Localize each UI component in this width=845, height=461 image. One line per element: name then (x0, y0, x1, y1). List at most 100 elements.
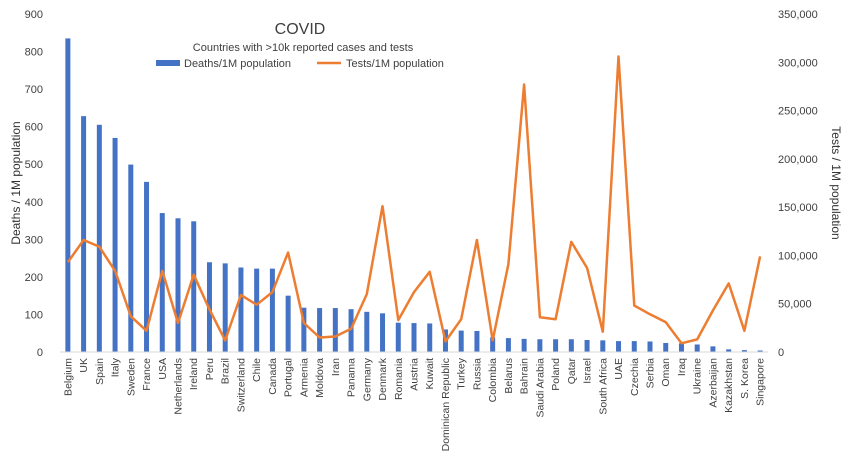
bar (726, 349, 732, 352)
x-category-label: Iraq (676, 358, 688, 376)
legend-label-tests: Tests/1M population (346, 58, 444, 70)
x-category-label: Iran (330, 358, 342, 376)
y-left-tick-label: 400 (25, 197, 43, 209)
bar (458, 330, 464, 352)
x-category-label: Serbia (645, 358, 657, 389)
x-category-label: Panama (346, 358, 358, 397)
x-category-label: Oman (660, 358, 672, 387)
line-points (67, 56, 761, 344)
x-category-label: Sweden (125, 358, 137, 396)
x-category-label: Belgium (62, 358, 74, 396)
x-category-label: Brazil (220, 358, 232, 384)
x-category-label: Saudi Arabia (534, 358, 546, 418)
y-axis-right: 0 50,000 100,000 150,000 200,000 250,000 300,0… (778, 9, 818, 359)
bar (285, 295, 291, 352)
bar-series (65, 38, 763, 353)
x-category-label: Portugal (283, 358, 295, 397)
y-right-tick-label: 150,000 (778, 202, 818, 214)
x-category-label: Russia (471, 358, 483, 390)
bar (144, 181, 150, 352)
y-left-tick-label: 200 (25, 272, 43, 284)
bar (348, 309, 354, 352)
bar (553, 339, 559, 352)
x-category-label: Turkey (456, 357, 468, 389)
y-axis-right-title: Tests / 1M population (829, 126, 843, 239)
x-category-label: Singapore (755, 358, 767, 406)
bar (301, 307, 307, 352)
y-left-tick-label: 600 (25, 122, 43, 134)
x-category-label: South Africa (597, 358, 609, 415)
x-category-label: Denmark (377, 357, 389, 400)
x-category-label: Spain (94, 358, 106, 385)
x-category-label: Colombia (487, 358, 499, 403)
bar (222, 263, 228, 352)
x-category-label: Poland (550, 358, 562, 391)
bar (710, 346, 716, 352)
x-category-label: Germany (361, 357, 373, 401)
x-category-label: Romania (393, 358, 405, 400)
y-right-tick-label: 0 (778, 347, 784, 359)
y-left-tick-label: 100 (25, 309, 43, 321)
x-category-label: UK (78, 358, 90, 373)
bar (317, 308, 323, 352)
bar (128, 164, 134, 352)
bar (380, 313, 386, 352)
bar (395, 322, 401, 352)
bar (568, 339, 574, 352)
bar (332, 308, 338, 352)
x-category-label: Dominican Republic (440, 358, 452, 451)
bar (159, 213, 165, 352)
y-axis-left-title: Deaths / 1M population (9, 121, 23, 244)
bar (600, 340, 606, 352)
x-category-label: Kuwait (424, 358, 436, 390)
bar (678, 343, 684, 352)
y-left-tick-label: 0 (37, 347, 43, 359)
bar (521, 338, 527, 352)
x-category-label: Canada (267, 358, 279, 395)
chart-subtitle: Countries with >10k reported cases and t… (193, 42, 414, 54)
x-category-label: Moldova (314, 358, 326, 398)
bar (65, 38, 71, 353)
bar (694, 344, 700, 352)
bar (96, 124, 102, 353)
x-category-label: France (141, 358, 153, 391)
y-left-tick-label: 300 (25, 234, 43, 246)
x-category-label: Israel (582, 358, 594, 384)
y-left-tick-label: 700 (25, 84, 43, 96)
x-category-label: Qatar (566, 358, 578, 385)
x-category-label: Ireland (188, 358, 200, 390)
y-axis-left: 0 100 200 300 400 500 600 700 800 900 (25, 9, 43, 359)
x-category-label: Chile (251, 358, 263, 382)
bar (757, 350, 763, 352)
x-category-label: Belarus (503, 358, 515, 394)
y-right-tick-label: 200,000 (778, 154, 818, 166)
bar (254, 268, 260, 352)
bar (616, 341, 622, 352)
bar (505, 338, 511, 352)
bar (663, 342, 669, 352)
legend: Deaths/1M population Tests/1M population (156, 58, 444, 70)
x-category-label: Armenia (298, 358, 310, 397)
y-right-tick-label: 350,000 (778, 9, 818, 21)
bar (269, 268, 275, 352)
bar (474, 330, 480, 352)
y-left-tick-label: 800 (25, 47, 43, 59)
line-series-tests (66, 55, 762, 345)
x-category-label: Austria (409, 358, 421, 391)
legend-label-deaths: Deaths/1M population (184, 58, 291, 70)
x-category-label: Italy (110, 357, 122, 377)
bar (411, 323, 417, 352)
y-left-tick-label: 500 (25, 159, 43, 171)
bar (537, 339, 543, 352)
x-axis-categories: Belgium UK Spain Italy Sweden France USA Nether… (62, 357, 766, 451)
x-category-label: Azerbaijan (707, 358, 719, 408)
x-category-label: Bahrain (519, 358, 531, 394)
bar (81, 116, 87, 352)
x-category-label: Czechia (629, 358, 641, 396)
bar (191, 221, 197, 352)
y-left-tick-label: 900 (25, 9, 43, 21)
bar (741, 350, 747, 352)
bar (364, 311, 370, 352)
x-category-label: Switzerland (235, 358, 247, 412)
